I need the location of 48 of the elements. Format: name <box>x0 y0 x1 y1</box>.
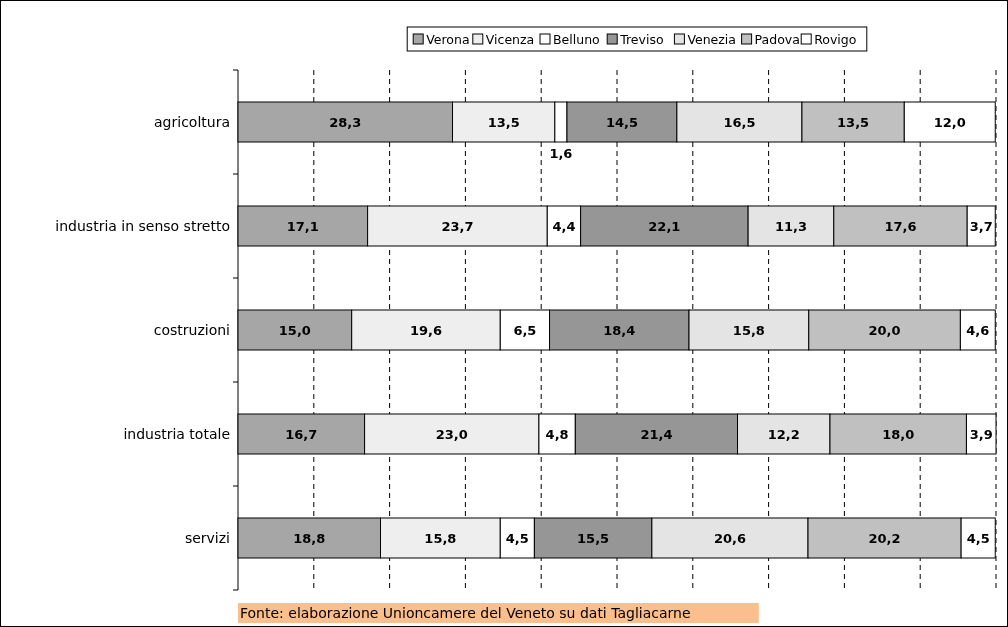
data-label: 22,1 <box>648 219 681 234</box>
data-label: 21,4 <box>640 427 673 442</box>
data-label: 14,5 <box>605 115 638 130</box>
data-label: 3,9 <box>969 427 993 442</box>
data-label: 16,7 <box>285 427 318 442</box>
data-label: 19,6 <box>409 323 443 338</box>
data-label: 20,2 <box>868 531 901 546</box>
source-note: Fonte: elaborazione Unioncamere del Veneto su dati Tagliacarne <box>240 605 691 621</box>
data-label: 20,6 <box>713 531 746 546</box>
data-label: 23,7 <box>441 219 474 234</box>
data-label: 12,2 <box>767 427 800 442</box>
data-label: 6,5 <box>513 323 537 338</box>
data-label: 17,1 <box>286 219 319 234</box>
data-label: 15,0 <box>278 323 311 338</box>
data-label: 18,0 <box>882 427 915 442</box>
data-label: 11,3 <box>774 219 807 234</box>
legend-label: Venezia <box>687 32 736 47</box>
legend-label: Rovigo <box>814 32 857 47</box>
data-label: 23,0 <box>435 427 468 442</box>
data-label: 4,6 <box>966 323 990 338</box>
data-label: 20,0 <box>868 323 901 338</box>
y-tick-label: industria in senso stretto <box>55 218 230 234</box>
data-label: 13,5 <box>837 115 870 130</box>
legend-label: Padova <box>754 32 800 47</box>
legend-label: Treviso <box>619 32 664 47</box>
data-label: 4,8 <box>545 427 569 442</box>
data-label: 12,0 <box>933 115 966 130</box>
y-tick-label: industria totale <box>123 426 230 442</box>
legend-label: Vicenza <box>485 32 535 47</box>
y-tick-label: servizi <box>184 530 230 546</box>
legend-label: Verona <box>426 32 470 47</box>
y-tick-label: agricoltura <box>154 114 230 130</box>
data-label: 13,5 <box>487 115 520 130</box>
data-label: 15,8 <box>424 531 457 546</box>
data-label: 15,8 <box>732 323 765 338</box>
data-label: 15,5 <box>577 531 610 546</box>
data-label: 18,8 <box>293 531 326 546</box>
data-label: 4,5 <box>966 531 990 546</box>
data-label: 3,7 <box>969 219 993 234</box>
data-label: 4,4 <box>552 219 576 234</box>
legend-label: Belluno <box>553 32 600 47</box>
data-label: 4,5 <box>505 531 529 546</box>
data-label: 17,6 <box>884 219 917 234</box>
data-label: 16,5 <box>723 115 756 130</box>
data-label: 18,4 <box>603 323 636 338</box>
data-label: 28,3 <box>329 115 362 130</box>
data-label: 1,6 <box>549 146 573 161</box>
y-tick-label: costruzioni <box>153 322 230 338</box>
